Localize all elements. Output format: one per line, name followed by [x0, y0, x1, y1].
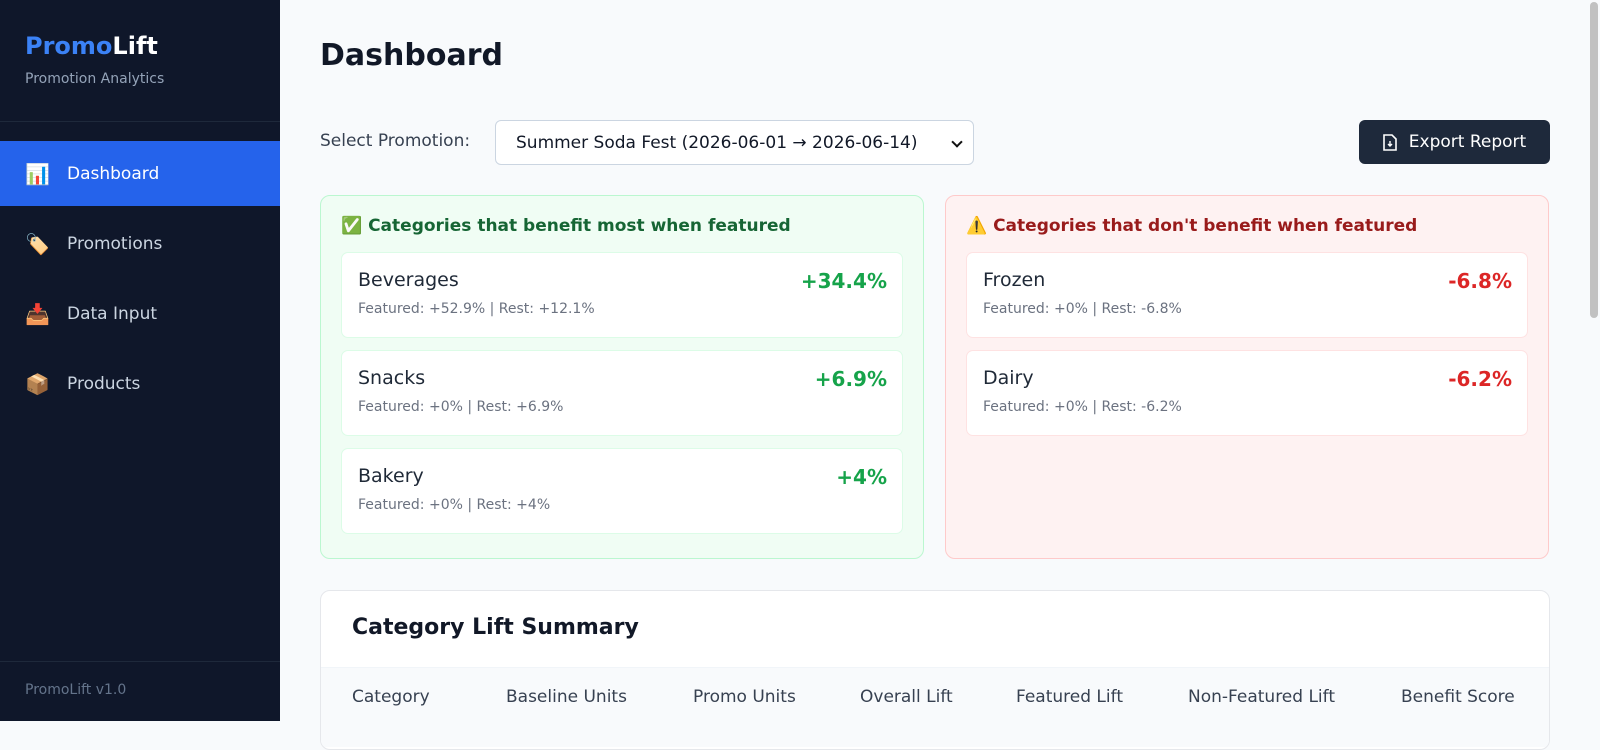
- nav-item[interactable]: 📦 Products: [0, 351, 280, 416]
- export-button[interactable]: Export Report: [1359, 120, 1550, 164]
- category-card: Frozen Featured: +0% | Rest: -6.8% -6.8%: [966, 252, 1528, 338]
- column-header: Baseline Units: [506, 687, 627, 707]
- category-detail: Featured: +0% | Rest: -6.2%: [983, 399, 1182, 415]
- category-card: Beverages Featured: +52.9% | Rest: +12.1%…: [341, 252, 903, 338]
- scrollbar[interactable]: [1590, 2, 1598, 318]
- no-benefit-panel: ⚠️ Categories that don't benefit when fe…: [945, 195, 1549, 559]
- brand[interactable]: PromoLift: [25, 32, 158, 60]
- category-name: Frozen: [983, 269, 1046, 291]
- column-header: Non-Featured Lift: [1188, 687, 1336, 707]
- category-name: Beverages: [358, 269, 459, 291]
- benefit-panel: ✅ Categories that benefit most when feat…: [320, 195, 924, 559]
- select-label: Select Promotion:: [320, 131, 471, 151]
- table-header: Category Baseline Units Promo Units Overall…: [321, 667, 1549, 747]
- page: PromoLift Promotion Analytics 📊 Dashboard…: [0, 0, 1600, 721]
- column-header: Promo Units: [693, 687, 796, 707]
- main: Dashboard Select Promotion: Summer Soda …: [280, 0, 1600, 750]
- column-header: Featured Lift: [1016, 687, 1123, 707]
- summary-table: Category Lift Summary Category Baseline U…: [320, 590, 1550, 750]
- category-detail: Featured: +0% | Rest: -6.8%: [983, 301, 1182, 317]
- nav-label: Data Input: [67, 303, 158, 324]
- category-detail: Featured: +52.9% | Rest: +12.1%: [358, 301, 595, 317]
- category-lift: +6.9%: [814, 367, 887, 391]
- sidebar-footer: PromoLift v1.0: [25, 682, 127, 698]
- category-lift: -6.8%: [1448, 269, 1512, 293]
- column-header: Category: [352, 687, 430, 707]
- nav-label: Dashboard: [67, 163, 160, 184]
- nav-icon: 📦: [25, 371, 50, 396]
- nav-item[interactable]: 📊 Dashboard: [0, 141, 280, 206]
- divider: [0, 661, 280, 662]
- category-card: Dairy Featured: +0% | Rest: -6.2% -6.2%: [966, 350, 1528, 436]
- category-name: Snacks: [358, 367, 426, 389]
- nav-icon: 📥: [25, 301, 50, 326]
- category-lift: +4%: [836, 465, 887, 489]
- category-detail: Featured: +0% | Rest: +6.9%: [358, 399, 564, 415]
- brand-part: Promo: [25, 32, 113, 60]
- brand-part: Lift: [112, 32, 158, 60]
- nav-icon: 🏷️: [25, 231, 50, 256]
- panel-title: ⚠️ Categories that don't benefit when fe…: [966, 216, 1418, 236]
- category-lift: -6.2%: [1448, 367, 1512, 391]
- nav-item[interactable]: 📥 Data Input: [0, 281, 280, 346]
- category-detail: Featured: +0% | Rest: +4%: [358, 497, 551, 513]
- panel-title: ✅ Categories that benefit most when feat…: [341, 216, 791, 236]
- sidebar: PromoLift Promotion Analytics 📊 Dashboard…: [0, 0, 280, 721]
- category-lift: +34.4%: [800, 269, 887, 293]
- brand-subtitle: Promotion Analytics: [25, 71, 165, 87]
- nav-label: Promotions: [67, 233, 163, 254]
- nav-item[interactable]: 🏷️ Promotions: [0, 211, 280, 276]
- column-header: Benefit Score: [1401, 687, 1515, 707]
- select-value: Summer Soda Fest (2026-06-01 → 2026-06-1…: [516, 132, 918, 153]
- nav-icon: 📊: [25, 161, 50, 186]
- table-title: Category Lift Summary: [352, 615, 639, 640]
- file-icon: [1382, 133, 1397, 151]
- category-card: Snacks Featured: +0% | Rest: +6.9% +6.9%: [341, 350, 903, 436]
- category-name: Bakery: [358, 465, 424, 487]
- promotion-select[interactable]: Summer Soda Fest (2026-06-01 → 2026-06-1…: [495, 120, 974, 165]
- category-name: Dairy: [983, 367, 1034, 389]
- category-card: Bakery Featured: +0% | Rest: +4% +4%: [341, 448, 903, 534]
- nav-label: Products: [67, 373, 141, 394]
- page-title: Dashboard: [320, 38, 503, 73]
- button-label: Export Report: [1408, 132, 1527, 152]
- column-header: Overall Lift: [860, 687, 953, 707]
- divider: [0, 121, 280, 122]
